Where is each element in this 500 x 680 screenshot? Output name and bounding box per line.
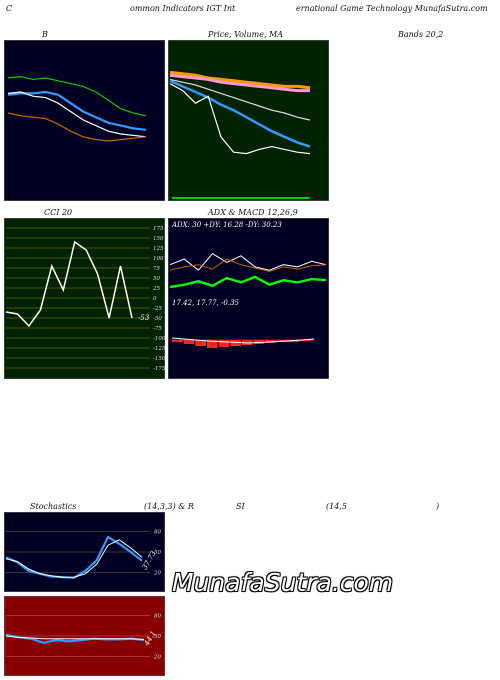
- price-ma-bg: [168, 40, 329, 201]
- title-cci: CCI 20: [44, 208, 73, 217]
- cci-tick-label: -150: [153, 356, 165, 362]
- cci-bg: [4, 218, 165, 379]
- adx-label: ADX: 30 +DY: 16.28 -DY: 30.23: [171, 221, 282, 229]
- bollinger-series-0: [7, 75, 147, 117]
- cci-tick-label: -75: [153, 326, 162, 332]
- macd-bar: [172, 340, 183, 342]
- price-ma-lines: [169, 70, 311, 155]
- macd-bar: [300, 340, 311, 341]
- macd-label: 17.42, 17.77, -0.35: [172, 299, 239, 307]
- title-price-ma: Price, Volume, MA: [208, 30, 284, 39]
- adx-series--DY: [169, 258, 327, 272]
- price-series-2: [169, 78, 311, 121]
- cci-series: [5, 240, 133, 328]
- title-stoch-e: ): [436, 502, 440, 511]
- cci-tick-label: 25: [152, 286, 160, 292]
- header-part1: ommon Indicators IGT Int: [130, 4, 236, 13]
- cci-tick-label: -50: [153, 316, 162, 322]
- watermark: MunafaSutra.com: [172, 568, 394, 597]
- adx-series-ADX: [169, 252, 327, 271]
- adx-macd-bg: [168, 218, 329, 379]
- cci-tick-label: 50: [153, 276, 160, 282]
- bollinger-series-2: [7, 91, 147, 138]
- rsi-grid-tick: 20: [153, 654, 161, 660]
- header-c: C: [6, 4, 13, 13]
- title-adx-macd: ADX & MACD 12,26,9: [208, 208, 298, 217]
- macd-bar: [183, 340, 195, 344]
- macd-bar: [218, 340, 230, 347]
- title-stoch-c: SI: [236, 502, 245, 511]
- adx-series-+DY: [169, 275, 327, 289]
- cci-tick-label: 0: [153, 296, 157, 302]
- title-stoch-b: (14,3,3) & R: [144, 502, 194, 511]
- macd-bar: [207, 340, 218, 348]
- bollinger-series-1: [7, 90, 147, 131]
- cci-tick-label: -125: [153, 346, 165, 352]
- stoch-grid-tick: 50: [154, 550, 161, 556]
- cci-tick-label: 150: [153, 236, 164, 242]
- title-bands: Bands 20,2: [398, 30, 444, 39]
- adx-lines: [169, 252, 327, 289]
- cci-tick-label: -25: [153, 306, 162, 312]
- volume-strip: [172, 197, 310, 199]
- cci-tick-label: -175: [153, 366, 165, 372]
- stoch-lines: [5, 535, 143, 579]
- cci-tick-label: 175: [153, 226, 164, 232]
- bollinger-series-3: [7, 112, 147, 142]
- price-series-0: [169, 70, 311, 90]
- stoch-series-0: [5, 535, 143, 579]
- price-ma-panel: [168, 40, 329, 201]
- stoch-grid-tick: 80: [154, 530, 161, 536]
- title-stoch-d: (14,5: [326, 502, 347, 511]
- cci-panel: 175 150 125 100 75 50 25 0 -25 -50 -75 -100 -125 -150…: [4, 218, 165, 379]
- rsi-series-0: [5, 633, 145, 644]
- macd-bars: [170, 337, 315, 348]
- cci-grid: 175 150 125 100 75 50 25 0 -25 -50 -75 -100 -125 -150…: [6, 226, 165, 372]
- macd-bar: [230, 340, 241, 346]
- cci-line: [5, 240, 133, 328]
- macd-line: [171, 337, 315, 344]
- title-stoch-a: Stochastics: [30, 502, 77, 511]
- rsi-grid-tick: 80: [154, 614, 161, 620]
- stoch-series-1: [5, 539, 143, 578]
- cci-tick-label: 75: [153, 266, 160, 272]
- price-series-1: [169, 73, 310, 93]
- cci-value: -53: [138, 314, 150, 322]
- cci-tick-label: 125: [153, 246, 164, 252]
- rsi-lines: [5, 633, 145, 644]
- rsi-grid: 80 50 20: [6, 614, 161, 660]
- bollinger-panel: [4, 40, 165, 201]
- price-series-4: [169, 83, 311, 155]
- macd-bar: [195, 340, 206, 346]
- header-part2: ernational Game Technology MunafaSutra.c…: [296, 4, 488, 13]
- bollinger-lines: [7, 75, 147, 142]
- price-series-3: [169, 79, 311, 148]
- cci-tick-label: 100: [153, 256, 164, 262]
- stoch-grid-tick: 20: [153, 570, 161, 576]
- rsi-grid-tick: 50: [154, 634, 161, 640]
- rsi-series-1: [5, 635, 145, 640]
- cci-tick-label: -100: [153, 336, 165, 342]
- title-bollinger: B: [42, 30, 48, 39]
- adx-macd-panel: ADX: 30 +DY: 16.28 -DY: 30.23 17.42, 17.…: [168, 218, 329, 379]
